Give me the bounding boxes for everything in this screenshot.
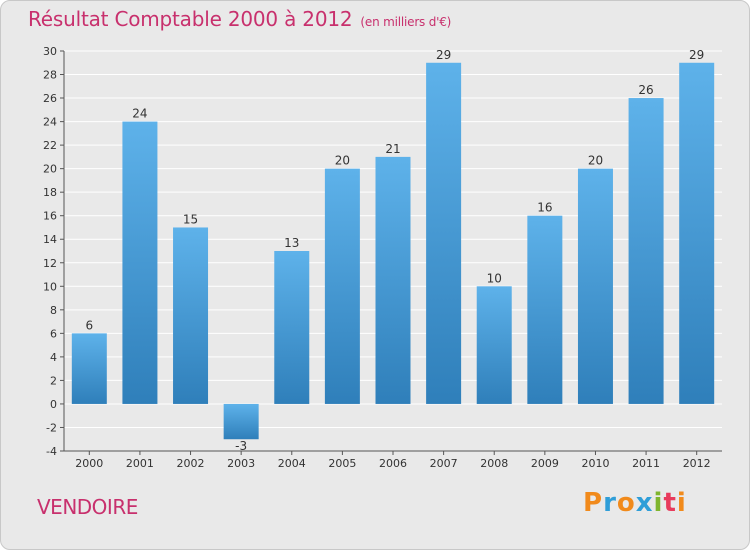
x-tick-label: 2009 <box>531 457 559 470</box>
y-tick-label: 30 <box>43 45 57 58</box>
x-tick-label: 2010 <box>581 457 609 470</box>
commune-name: VENDOIRE <box>37 495 138 519</box>
x-tick-label: 2011 <box>632 457 660 470</box>
y-tick-label: 2 <box>50 374 57 387</box>
y-tick-label: 14 <box>43 233 57 246</box>
data-label-2010: 20 <box>588 154 603 168</box>
logo-letter: o <box>616 488 636 518</box>
bar-2006 <box>375 156 411 404</box>
bar-2012 <box>679 62 715 404</box>
bars <box>71 62 715 440</box>
y-tick-label: 18 <box>43 186 57 199</box>
x-tick-label: 2002 <box>177 457 205 470</box>
x-tick-label: 2005 <box>328 457 356 470</box>
data-label-2007: 29 <box>436 48 451 62</box>
data-label-2003: -3 <box>235 439 247 453</box>
data-label-2011: 26 <box>638 83 653 97</box>
y-tick-label: 8 <box>50 304 57 317</box>
bar-2009 <box>527 215 563 404</box>
logo-letter: i <box>676 488 687 518</box>
chart-unit: (en milliers d'€) <box>360 15 452 29</box>
x-tick-label: 2000 <box>75 457 103 470</box>
y-tick-label: -4 <box>46 445 57 458</box>
y-tick-label: 6 <box>50 327 57 340</box>
bar-2007 <box>426 62 462 404</box>
y-tick-label: 10 <box>43 280 57 293</box>
y-tick-label: 20 <box>43 163 57 176</box>
bar-2003 <box>223 403 259 440</box>
data-label-2008: 10 <box>487 271 502 285</box>
bar-2004 <box>274 251 310 404</box>
x-tick-label: 2006 <box>379 457 407 470</box>
data-labels: 6 24 15 -3 13 20 21 29 10 16 20 26 29 <box>85 48 704 453</box>
x-tick-label: 2007 <box>430 457 458 470</box>
bar-2001 <box>122 121 158 404</box>
data-label-2000: 6 <box>85 318 93 332</box>
data-label-2006: 21 <box>385 142 400 156</box>
y-tick-label: 24 <box>43 116 57 129</box>
bar-2002 <box>173 227 209 404</box>
data-label-2005: 20 <box>335 154 350 168</box>
data-label-2001: 24 <box>132 107 147 121</box>
x-tick-label: 2008 <box>480 457 508 470</box>
y-tick-label: 22 <box>43 139 57 152</box>
logo-letter: x <box>635 488 654 518</box>
y-tick-label: 12 <box>43 257 57 270</box>
logo-letter: t <box>663 488 677 518</box>
chart-title-text: Résultat Comptable 2000 à 2012 <box>28 7 353 31</box>
y-tick-label: 26 <box>43 92 57 105</box>
bar-2000 <box>71 333 107 404</box>
logo-letter: i <box>653 488 664 518</box>
bar-2011 <box>628 98 664 404</box>
y-tick-label: -2 <box>46 421 57 434</box>
data-label-2009: 16 <box>537 201 552 215</box>
data-label-2012: 29 <box>689 48 704 62</box>
y-tick-label: 0 <box>50 398 57 411</box>
y-tick-label: 4 <box>50 351 57 364</box>
bar-2010 <box>577 168 613 404</box>
x-tick-label: 2001 <box>126 457 154 470</box>
x-tick-label: 2012 <box>683 457 711 470</box>
x-tick-label: 2004 <box>278 457 306 470</box>
y-tick-label: 16 <box>43 210 57 223</box>
proxiti-logo[interactable]: Proxiti <box>583 488 687 518</box>
logo-letter: r <box>603 488 617 518</box>
chart-title: Résultat Comptable 2000 à 2012 (en millie… <box>28 7 451 31</box>
data-label-2002: 15 <box>183 212 198 226</box>
bar-2008 <box>476 286 512 404</box>
x-tick-label: 2003 <box>227 457 255 470</box>
bar-2005 <box>324 168 360 404</box>
logo-letter: P <box>583 488 604 518</box>
y-tick-label: 28 <box>43 69 57 82</box>
data-label-2004: 13 <box>284 236 299 250</box>
